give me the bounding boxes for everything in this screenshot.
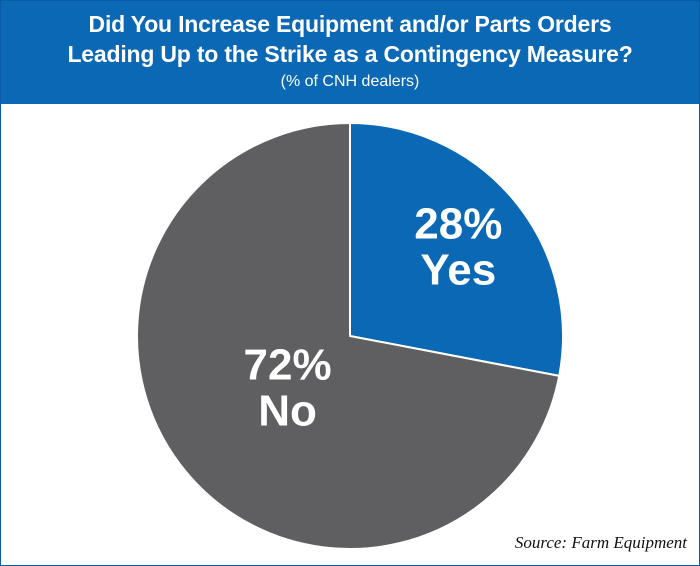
slice-category-label-no: No [258, 387, 317, 436]
chart-subtitle: (% of CNH dealers) [280, 73, 420, 90]
pie-slice-yes [349, 122, 564, 377]
chart-title: Did You Increase Equipment and/or Parts … [1, 1, 699, 69]
chart-header: Did You Increase Equipment and/or Parts … [1, 1, 699, 104]
pie-slice-no [136, 122, 561, 550]
title-line-1: Did You Increase Equipment and/or Parts … [88, 11, 612, 37]
source-note: Source: Farm Equipment [514, 533, 687, 552]
slice-category-label-yes: Yes [420, 245, 496, 294]
pie-chart: 28%Yes 72%No [136, 122, 564, 550]
slice-percent-label-no: 72% [244, 341, 332, 390]
title-line-2: Leading Up to the Strike as a Contingenc… [67, 41, 633, 67]
slice-percent-label-yes: 28% [414, 199, 502, 248]
